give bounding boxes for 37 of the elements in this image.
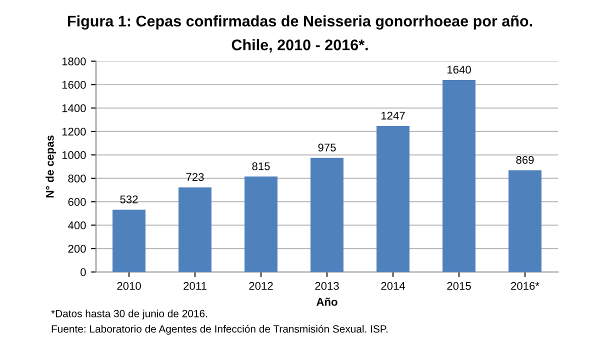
x-tick-label: 2014: [381, 282, 406, 290]
bar: [508, 170, 542, 272]
data-label: 1247: [381, 112, 405, 120]
bar: [178, 187, 212, 272]
bar: [310, 158, 344, 272]
text: *Datos hasta 30 de junio de 2016.: [51, 310, 207, 320]
y-tick-label: 200: [68, 244, 86, 253]
bar: [376, 126, 410, 272]
data-label: 869: [516, 156, 534, 164]
x-tick-label: 2016*: [511, 282, 540, 290]
y-tick-label: 800: [68, 174, 86, 182]
x-tick-label: 2015: [447, 282, 471, 290]
y-tick-label: 0: [80, 268, 86, 276]
x-tick-label: 2011: [184, 282, 206, 290]
y-tick-label: 1600: [62, 80, 86, 89]
bar: [442, 80, 476, 272]
y-tick-label: 400: [68, 221, 86, 230]
chart-subtitle: Chile, 2010 - 2016*.: [232, 39, 368, 53]
bar: [112, 210, 146, 272]
y-tick-label: 1000: [62, 151, 86, 160]
y-tick-label: 600: [68, 198, 86, 206]
data-label: 532: [120, 195, 138, 204]
x-tick-label: 2012: [249, 282, 273, 290]
x-axis-title: Año: [316, 298, 338, 306]
source-note: Fuente: Laboratorio de Agentes de Infección de Transmisión Sexual. ISP.: [52, 324, 388, 335]
x-tick-label: 2013: [315, 282, 339, 290]
chart-title: Figura 1: Cepas confirmadas de Neisseria gonorrhoeae por año.: [68, 15, 532, 30]
y-tick-label: 1400: [62, 104, 86, 112]
data-label: 723: [186, 173, 204, 181]
y-axis-title: N° de cepas: [46, 135, 56, 198]
x-tick-label: 2010: [117, 282, 141, 290]
data-label: 1640: [447, 66, 471, 74]
data-label: 815: [252, 162, 270, 170]
y-tick-label: 1200: [62, 128, 86, 136]
bar: [244, 176, 278, 272]
data-label: 975: [318, 144, 336, 152]
y-tick-label: 1800: [62, 57, 86, 66]
